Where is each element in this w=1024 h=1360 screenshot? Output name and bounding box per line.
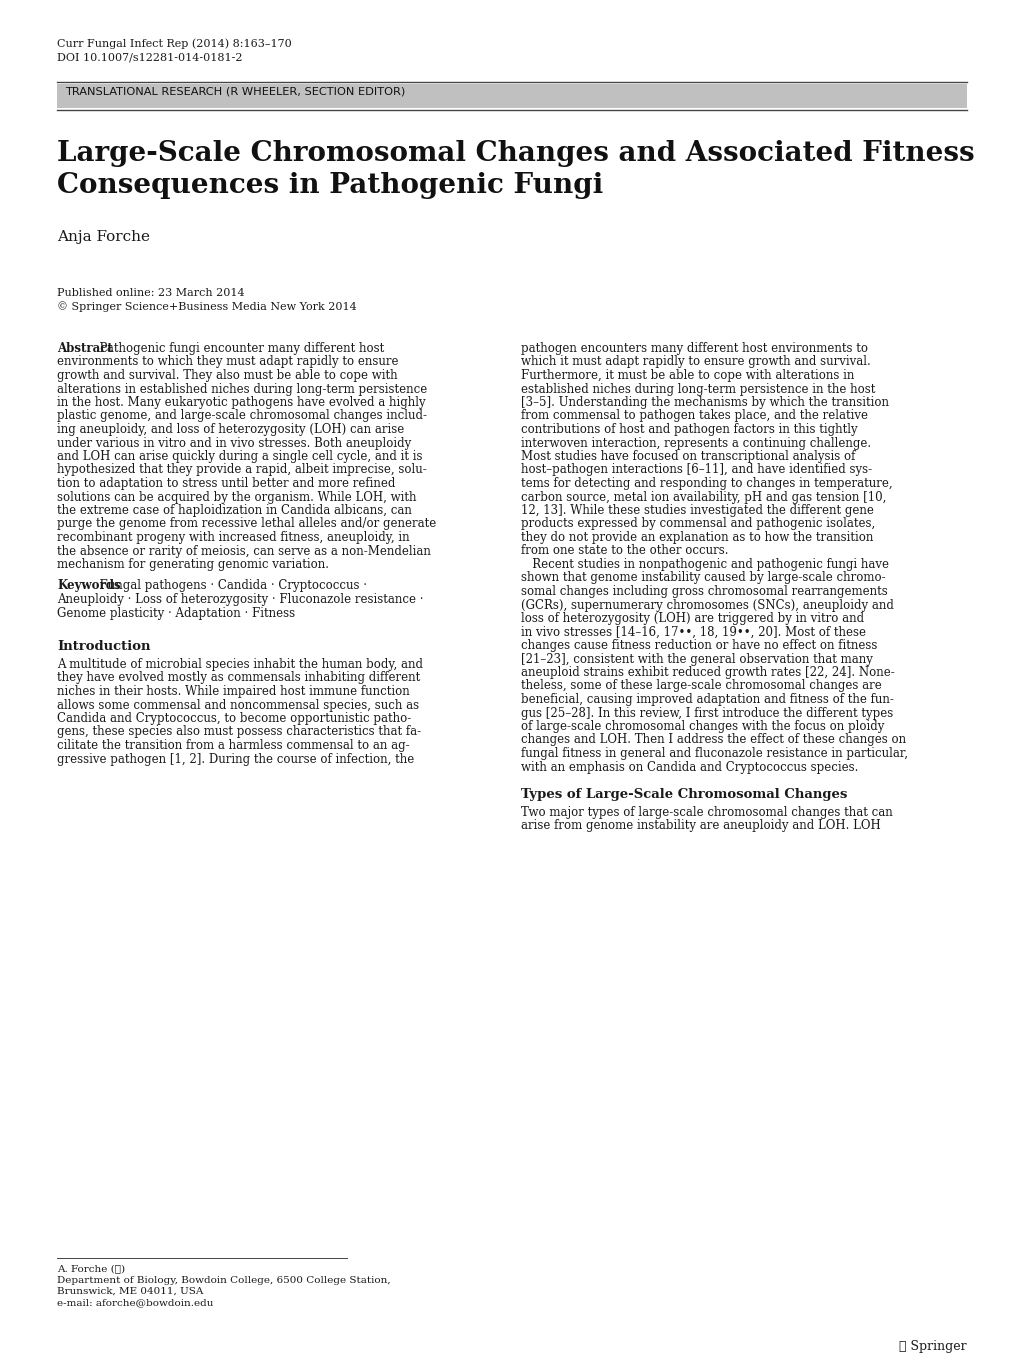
Text: Curr Fungal Infect Rep (2014) 8:163–170: Curr Fungal Infect Rep (2014) 8:163–170 — [57, 38, 292, 49]
Text: solutions can be acquired by the organism. While LOH, with: solutions can be acquired by the organis… — [57, 491, 417, 503]
Text: under various in vitro and in vivo stresses. Both aneuploidy: under various in vitro and in vivo stres… — [57, 437, 412, 450]
Text: purge the genome from recessive lethal alleles and/or generate: purge the genome from recessive lethal a… — [57, 518, 436, 530]
Text: [3–5]. Understanding the mechanisms by which the transition: [3–5]. Understanding the mechanisms by w… — [521, 396, 889, 409]
Text: © Springer Science+Business Media New York 2014: © Springer Science+Business Media New Yo… — [57, 301, 356, 311]
Text: loss of heterozygosity (LOH) are triggered by in vitro and: loss of heterozygosity (LOH) are trigger… — [521, 612, 864, 626]
Text: Abstract: Abstract — [57, 341, 113, 355]
Text: cilitate the transition from a harmless commensal to an ag-: cilitate the transition from a harmless … — [57, 738, 410, 752]
Text: niches in their hosts. While impaired host immune function: niches in their hosts. While impaired ho… — [57, 685, 410, 698]
Text: they have evolved mostly as commensals inhabiting different: they have evolved mostly as commensals i… — [57, 672, 420, 684]
Text: recombinant progeny with increased fitness, aneuploidy, in: recombinant progeny with increased fitne… — [57, 530, 410, 544]
Text: changes and LOH. Then I address the effect of these changes on: changes and LOH. Then I address the effe… — [521, 733, 906, 747]
Text: the extreme case of haploidization in Candida albicans, can: the extreme case of haploidization in Ca… — [57, 505, 412, 517]
Text: Genome plasticity · Adaptation · Fitness: Genome plasticity · Adaptation · Fitness — [57, 607, 295, 620]
Text: gressive pathogen [1, 2]. During the course of infection, the: gressive pathogen [1, 2]. During the cou… — [57, 752, 415, 766]
Text: host–pathogen interactions [6–11], and have identified sys-: host–pathogen interactions [6–11], and h… — [521, 464, 872, 476]
Text: from commensal to pathogen takes place, and the relative: from commensal to pathogen takes place, … — [521, 409, 868, 423]
Text: environments to which they must adapt rapidly to ensure: environments to which they must adapt ra… — [57, 355, 398, 369]
Text: established niches during long-term persistence in the host: established niches during long-term pers… — [521, 382, 876, 396]
Text: DOI 10.1007/s12281-014-0181-2: DOI 10.1007/s12281-014-0181-2 — [57, 52, 243, 63]
Text: contributions of host and pathogen factors in this tightly: contributions of host and pathogen facto… — [521, 423, 858, 437]
Text: of large-scale chromosomal changes with the focus on ploidy: of large-scale chromosomal changes with … — [521, 719, 885, 733]
Text: somal changes including gross chromosomal rearrangements: somal changes including gross chromosoma… — [521, 585, 888, 598]
Text: growth and survival. They also must be able to cope with: growth and survival. They also must be a… — [57, 369, 397, 382]
Text: Brunswick, ME 04011, USA: Brunswick, ME 04011, USA — [57, 1287, 204, 1296]
Text: Introduction: Introduction — [57, 641, 151, 653]
Text: Types of Large-Scale Chromosomal Changes: Types of Large-Scale Chromosomal Changes — [521, 787, 848, 801]
Text: Two major types of large-scale chromosomal changes that can: Two major types of large-scale chromosom… — [521, 806, 893, 819]
Text: products expressed by commensal and pathogenic isolates,: products expressed by commensal and path… — [521, 518, 876, 530]
Text: in vivo stresses [14–16, 17••, 18, 19••, 20]. Most of these: in vivo stresses [14–16, 17••, 18, 19••,… — [521, 626, 866, 638]
Text: from one state to the other occurs.: from one state to the other occurs. — [521, 544, 728, 558]
Text: which it must adapt rapidly to ensure growth and survival.: which it must adapt rapidly to ensure gr… — [521, 355, 870, 369]
Text: Fungal pathogens · Candida · Cryptococcus ·: Fungal pathogens · Candida · Cryptococcu… — [92, 579, 368, 593]
Text: and LOH can arise quickly during a single cell cycle, and it is: and LOH can arise quickly during a singl… — [57, 450, 423, 462]
Text: Candida and Cryptococcus, to become opportunistic patho-: Candida and Cryptococcus, to become oppo… — [57, 713, 412, 725]
Text: e-mail: aforche@bowdoin.edu: e-mail: aforche@bowdoin.edu — [57, 1297, 213, 1307]
Text: Large-Scale Chromosomal Changes and Associated Fitness
Consequences in Pathogeni: Large-Scale Chromosomal Changes and Asso… — [57, 140, 975, 200]
Text: [21–23], consistent with the general observation that many: [21–23], consistent with the general obs… — [521, 653, 872, 665]
Text: Anja Forche: Anja Forche — [57, 230, 150, 243]
Text: fungal fitness in general and fluconazole resistance in particular,: fungal fitness in general and fluconazol… — [521, 747, 908, 760]
Text: Pathogenic fungi encounter many different host: Pathogenic fungi encounter many differen… — [92, 341, 385, 355]
Text: ④ Springer: ④ Springer — [899, 1340, 967, 1353]
Text: beneficial, causing improved adaptation and fitness of the fun-: beneficial, causing improved adaptation … — [521, 694, 894, 706]
Text: Department of Biology, Bowdoin College, 6500 College Station,: Department of Biology, Bowdoin College, … — [57, 1276, 390, 1285]
Text: tion to adaptation to stress until better and more refined: tion to adaptation to stress until bette… — [57, 477, 395, 490]
Text: hypothesized that they provide a rapid, albeit imprecise, solu-: hypothesized that they provide a rapid, … — [57, 464, 427, 476]
Text: gens, these species also must possess characteristics that fa-: gens, these species also must possess ch… — [57, 725, 421, 738]
Text: mechanism for generating genomic variation.: mechanism for generating genomic variati… — [57, 558, 329, 571]
Text: they do not provide an explanation as to how the transition: they do not provide an explanation as to… — [521, 530, 873, 544]
Text: changes cause fitness reduction or have no effect on fitness: changes cause fitness reduction or have … — [521, 639, 878, 651]
Text: in the host. Many eukaryotic pathogens have evolved a highly: in the host. Many eukaryotic pathogens h… — [57, 396, 426, 409]
Text: Recent studies in nonpathogenic and pathogenic fungi have: Recent studies in nonpathogenic and path… — [521, 558, 889, 571]
Text: theless, some of these large-scale chromosomal changes are: theless, some of these large-scale chrom… — [521, 680, 882, 692]
Text: arise from genome instability are aneuploidy and LOH. LOH: arise from genome instability are aneupl… — [521, 820, 881, 832]
Text: shown that genome instability caused by large-scale chromo-: shown that genome instability caused by … — [521, 571, 886, 585]
Text: A multitude of microbial species inhabit the human body, and: A multitude of microbial species inhabit… — [57, 658, 423, 670]
Bar — [57, 84, 967, 107]
Text: Aneuploidy · Loss of heterozygosity · Fluconazole resistance ·: Aneuploidy · Loss of heterozygosity · Fl… — [57, 593, 424, 607]
Text: Published online: 23 March 2014: Published online: 23 March 2014 — [57, 288, 245, 298]
Text: with an emphasis on Candida and Cryptococcus species.: with an emphasis on Candida and Cryptoco… — [521, 760, 858, 774]
Text: interwoven interaction, represents a continuing challenge.: interwoven interaction, represents a con… — [521, 437, 871, 450]
Text: Keywords: Keywords — [57, 579, 121, 593]
Text: TRANSLATIONAL RESEARCH (R WHEELER, SECTION EDITOR): TRANSLATIONAL RESEARCH (R WHEELER, SECTI… — [65, 86, 406, 97]
Text: aneuploid strains exhibit reduced growth rates [22, 24]. None-: aneuploid strains exhibit reduced growth… — [521, 666, 895, 679]
Text: gus [25–28]. In this review, I first introduce the different types: gus [25–28]. In this review, I first int… — [521, 706, 893, 719]
Text: ing aneuploidy, and loss of heterozygosity (LOH) can arise: ing aneuploidy, and loss of heterozygosi… — [57, 423, 404, 437]
Text: 12, 13]. While these studies investigated the different gene: 12, 13]. While these studies investigate… — [521, 505, 873, 517]
Text: Most studies have focused on transcriptional analysis of: Most studies have focused on transcripti… — [521, 450, 855, 462]
Text: A. Forche (✉): A. Forche (✉) — [57, 1263, 125, 1273]
Text: alterations in established niches during long-term persistence: alterations in established niches during… — [57, 382, 427, 396]
Text: Furthermore, it must be able to cope with alterations in: Furthermore, it must be able to cope wit… — [521, 369, 854, 382]
Text: pathogen encounters many different host environments to: pathogen encounters many different host … — [521, 341, 868, 355]
Text: the absence or rarity of meiosis, can serve as a non-Mendelian: the absence or rarity of meiosis, can se… — [57, 544, 431, 558]
Text: carbon source, metal ion availability, pH and gas tension [10,: carbon source, metal ion availability, p… — [521, 491, 887, 503]
Text: (GCRs), supernumerary chromosomes (SNCs), aneuploidy and: (GCRs), supernumerary chromosomes (SNCs)… — [521, 598, 894, 612]
Text: tems for detecting and responding to changes in temperature,: tems for detecting and responding to cha… — [521, 477, 893, 490]
Text: plastic genome, and large-scale chromosomal changes includ-: plastic genome, and large-scale chromoso… — [57, 409, 427, 423]
Text: allows some commensal and noncommensal species, such as: allows some commensal and noncommensal s… — [57, 699, 419, 711]
